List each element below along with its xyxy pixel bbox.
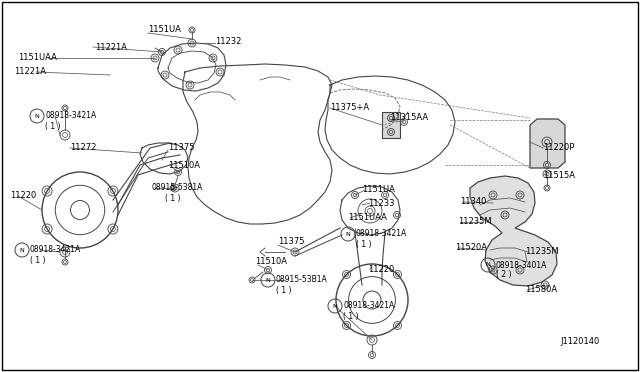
Text: ( 2 ): ( 2 )	[496, 270, 511, 279]
Text: 11221A: 11221A	[14, 67, 46, 77]
Text: J1120140: J1120140	[560, 337, 599, 346]
Text: 11232: 11232	[215, 38, 241, 46]
Polygon shape	[530, 119, 565, 168]
Text: ( 1 ): ( 1 )	[30, 256, 45, 264]
Text: N: N	[35, 113, 40, 119]
Text: 11510A: 11510A	[255, 257, 287, 266]
Text: 11515A: 11515A	[543, 170, 575, 180]
Text: 11375+A: 11375+A	[330, 103, 369, 112]
Text: 08918-3421A: 08918-3421A	[356, 230, 407, 238]
Text: N: N	[20, 247, 24, 253]
Text: 1151UAA: 1151UAA	[348, 214, 387, 222]
Text: 11510A: 11510A	[168, 160, 200, 170]
Text: 11520A: 11520A	[455, 244, 487, 253]
Text: N: N	[333, 304, 337, 308]
Text: 11220P: 11220P	[543, 144, 574, 153]
Text: ( 1 ): ( 1 )	[343, 311, 358, 321]
Text: 11220: 11220	[10, 192, 36, 201]
Text: 08915-53B1A: 08915-53B1A	[276, 276, 328, 285]
Text: 11233: 11233	[368, 199, 394, 208]
Polygon shape	[470, 176, 557, 286]
Text: 11375: 11375	[278, 237, 305, 247]
Text: 1151UA: 1151UA	[148, 26, 181, 35]
Text: 11235M: 11235M	[458, 218, 492, 227]
Text: 08918-3421A: 08918-3421A	[30, 246, 81, 254]
Text: 1151UA: 1151UA	[362, 186, 395, 195]
Text: 11272: 11272	[70, 144, 97, 153]
Text: 08918-3401A: 08918-3401A	[496, 260, 547, 269]
Text: 11315AA: 11315AA	[390, 113, 428, 122]
Text: ( 1 ): ( 1 )	[45, 122, 61, 131]
Text: 11580A: 11580A	[525, 285, 557, 295]
Text: ( 1 ): ( 1 )	[276, 285, 291, 295]
Text: 08915-5381A: 08915-5381A	[152, 183, 204, 192]
Text: 11375: 11375	[168, 144, 195, 153]
Text: 11220: 11220	[368, 266, 394, 275]
Text: N: N	[346, 231, 350, 237]
Text: 11235M: 11235M	[525, 247, 559, 257]
Text: 11340: 11340	[460, 198, 486, 206]
Text: 08918-3421A: 08918-3421A	[343, 301, 394, 311]
Text: ( 1 ): ( 1 )	[356, 240, 371, 248]
Text: ( 1 ): ( 1 )	[165, 193, 180, 202]
Text: N: N	[266, 278, 270, 282]
Text: 1151UAA: 1151UAA	[18, 54, 57, 62]
Polygon shape	[382, 112, 400, 138]
Text: 11221A: 11221A	[95, 42, 127, 51]
Text: N: N	[486, 263, 490, 267]
Text: 08918-3421A: 08918-3421A	[45, 112, 96, 121]
